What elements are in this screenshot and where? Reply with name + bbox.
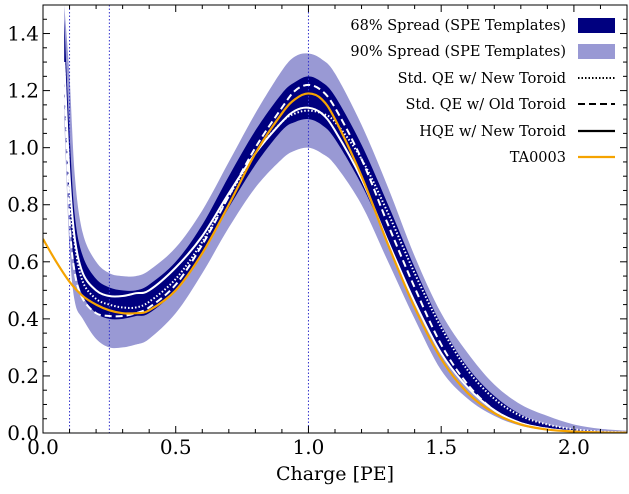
y-tick-label: 1.4 bbox=[7, 22, 39, 46]
x-tick-label: 2.0 bbox=[558, 435, 590, 459]
legend-entry: Std. QE w/ New Toroid bbox=[398, 71, 615, 87]
y-tick-label: 0.0 bbox=[7, 421, 39, 445]
x-tick-label: 1.5 bbox=[425, 435, 457, 459]
vertical-guide-lines bbox=[69, 5, 309, 433]
plot-area bbox=[43, 5, 627, 433]
legend-label: HQE w/ New Toroid bbox=[419, 124, 566, 140]
axis-ticks bbox=[42, 4, 628, 434]
legend-swatch bbox=[578, 18, 615, 33]
y-tick-label: 1.2 bbox=[7, 79, 39, 103]
x-tick-label: 0.0 bbox=[27, 435, 59, 459]
y-tick-label: 0.8 bbox=[7, 193, 39, 217]
series-line-hqe-w-new-toroid bbox=[63, 62, 627, 433]
legend-entry: 68% Spread (SPE Templates) bbox=[350, 18, 615, 34]
legend: 68% Spread (SPE Templates) 90% Spread (SP… bbox=[350, 18, 615, 166]
legend-entry: TA0003 bbox=[510, 150, 615, 166]
x-tick-label: 0.5 bbox=[160, 435, 192, 459]
x-axis-title: Charge [PE] bbox=[276, 463, 394, 485]
legend-label: Std. QE w/ Old Toroid bbox=[405, 97, 566, 113]
x-tick-label: 1.0 bbox=[293, 435, 325, 459]
legend-entry: HQE w/ New Toroid bbox=[419, 124, 615, 140]
y-tick-label: 1.0 bbox=[7, 136, 39, 160]
legend-entry: 90% Spread (SPE Templates) bbox=[350, 44, 615, 60]
legend-label: 90% Spread (SPE Templates) bbox=[350, 44, 566, 60]
series-line-std-qe-w-new-toroid bbox=[63, 62, 627, 433]
y-tick-label: 0.4 bbox=[7, 307, 39, 331]
legend-label: Std. QE w/ New Toroid bbox=[398, 71, 566, 87]
series-layer bbox=[43, 62, 627, 433]
series-line-ta0003 bbox=[43, 92, 627, 433]
y-tick-label: 0.2 bbox=[7, 364, 39, 388]
legend-swatch bbox=[578, 44, 615, 59]
y-tick-label: 0.6 bbox=[7, 250, 39, 274]
legend-label: 68% Spread (SPE Templates) bbox=[350, 18, 566, 34]
legend-entry: Std. QE w/ Old Toroid bbox=[405, 97, 615, 113]
legend-label: TA0003 bbox=[510, 150, 566, 166]
axis-tick-labels: 0.0 0.5 1.0 1.5 2.0 0.0 0.2 0.4 0.6 0.8 1.0 1.2 1.4 bbox=[7, 22, 590, 459]
